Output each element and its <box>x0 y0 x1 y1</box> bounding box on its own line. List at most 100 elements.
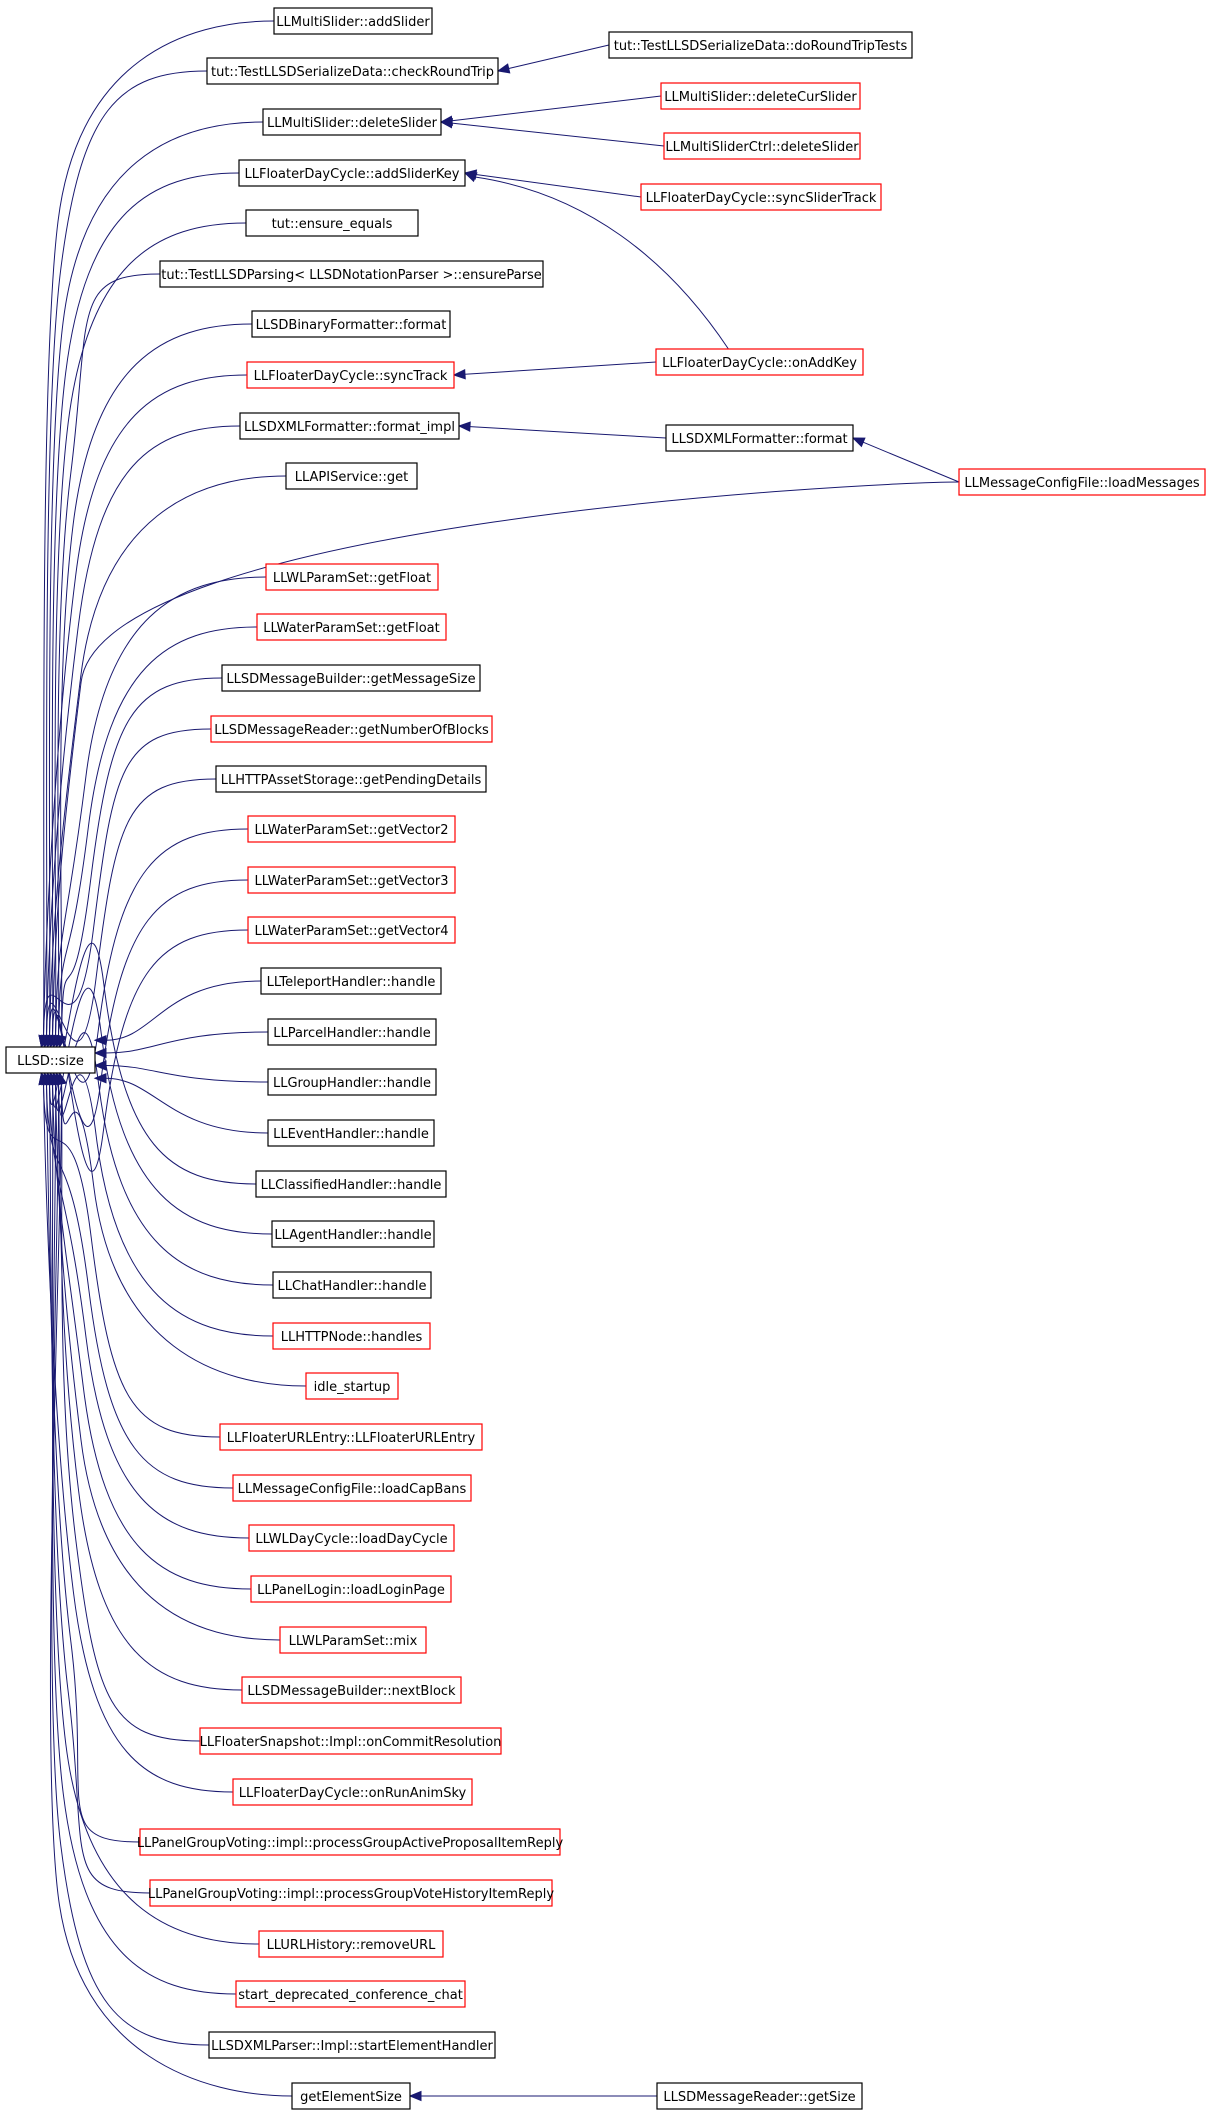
indirect-caller-node[interactable]: tut::TestLLSDSerializeData::doRoundTripT… <box>608 31 913 59</box>
caller-node-box <box>139 1828 561 1856</box>
caller-node[interactable]: LLAPIService::get <box>285 462 418 490</box>
caller-node[interactable]: LLTeleportHandler::handle <box>260 967 442 995</box>
indirect-caller-node-box <box>655 348 864 376</box>
caller-node[interactable]: LLPanelGroupVoting::impl::processGroupAc… <box>137 1828 564 1856</box>
caller-node[interactable]: LLPanelGroupVoting::impl::processGroupVo… <box>148 1879 554 1907</box>
caller-node[interactable]: LLMultiSlider::addSlider <box>273 7 433 35</box>
caller-node[interactable]: LLSDMessageBuilder::nextBlock <box>241 1676 462 1704</box>
caller-node-box <box>271 1220 435 1248</box>
caller-node[interactable]: LLFloaterSnapshot::Impl::onCommitResolut… <box>199 1727 502 1755</box>
caller-node-box <box>256 613 447 641</box>
caller-node-label: LLPanelGroupVoting::impl::processGroupAc… <box>137 1836 564 1851</box>
caller-node[interactable]: LLFloaterDayCycle::syncTrack <box>246 361 455 389</box>
caller-node[interactable]: LLMessageConfigFile::loadMessages <box>958 468 1206 496</box>
caller-node-box <box>267 1068 437 1096</box>
edge-doRoundTripTests-to-checkRoundTrip <box>508 44 610 69</box>
edge-activeProposal-to-root <box>46 1083 141 1843</box>
caller-node[interactable]: LLMultiSlider::deleteSlider <box>262 108 442 136</box>
caller-node[interactable]: LLURLHistory::removeURL <box>258 1930 444 1958</box>
arrowhead-doRoundTripTests-to-checkRoundTrip <box>496 63 511 74</box>
root-node-llsd-size[interactable]: LLSD::size <box>5 1046 96 1074</box>
caller-node[interactable]: getElementSize <box>291 2082 411 2110</box>
caller-node[interactable]: LLAgentHandler::handle <box>271 1220 435 1248</box>
edge-startConference-to-root <box>51 1083 237 1995</box>
caller-node-label: getElementSize <box>300 2090 402 2105</box>
caller-node-label: LLSDMessageReader::getNumberOfBlocks <box>214 723 489 738</box>
caller-node-label: LLGroupHandler::handle <box>273 1076 431 1091</box>
edge-groupHandle-to-root <box>105 1065 269 1083</box>
caller-node-label: LLWLDayCycle::loadDayCycle <box>255 1532 447 1547</box>
edge-wlMix-to-root <box>55 1083 281 1641</box>
indirect-caller-node-label: LLMultiSliderCtrl::deleteSlider <box>665 140 859 155</box>
caller-node[interactable]: LLParcelHandler::handle <box>267 1018 437 1046</box>
caller-node-box <box>210 715 493 743</box>
caller-node[interactable]: LLWaterParamSet::getVector3 <box>247 866 456 894</box>
indirect-caller-node-label: LLFloaterDayCycle::syncSliderTrack <box>646 191 877 206</box>
indirect-caller-node[interactable]: LLMultiSlider::deleteCurSlider <box>660 82 861 110</box>
indirect-caller-node[interactable]: LLSDXMLFormatter::format <box>665 424 854 452</box>
caller-node-box <box>232 1474 472 1502</box>
edge-ensureParse-to-root <box>57 273 161 1037</box>
edge-loadDayCycle-to-root <box>49 1083 250 1539</box>
caller-node-box <box>262 108 442 136</box>
edge-getVector3-to-root <box>52 879 249 1127</box>
caller-node[interactable]: LLClassifiedHandler::handle <box>255 1170 447 1198</box>
caller-node-label: LLWaterParamSet::getVector4 <box>254 924 448 939</box>
caller-node[interactable]: tut::TestLLSDParsing< LLSDNotationParser… <box>159 260 544 288</box>
caller-node-box <box>272 1271 432 1299</box>
indirect-caller-node[interactable]: LLMultiSliderCtrl::deleteSlider <box>663 132 861 160</box>
caller-node[interactable]: start_deprecated_conference_chat <box>235 1980 466 2008</box>
indirect-caller-node[interactable]: LLFloaterDayCycle::onAddKey <box>655 348 864 376</box>
caller-node-box <box>265 563 439 591</box>
caller-node[interactable]: LLWaterParamSet::getFloat <box>256 613 447 641</box>
edge-voteHistory-to-root <box>49 1083 151 1894</box>
caller-node[interactable]: LLSDXMLFormatter::format_impl <box>239 412 460 440</box>
arrowhead-teleportHandle-to-root <box>93 1035 107 1046</box>
caller-node[interactable]: LLSDMessageReader::getNumberOfBlocks <box>210 715 493 743</box>
arrowhead-getVector4-to-root <box>50 1034 61 1049</box>
arrowhead-xmlFormat-to-formatImpl <box>457 421 471 432</box>
edge-classifiedHandle-to-root <box>49 942 257 1185</box>
caller-node[interactable]: LLWaterParamSet::getVector2 <box>247 815 456 843</box>
caller-node[interactable]: LLWLParamSet::mix <box>279 1626 427 1654</box>
caller-node[interactable]: LLSDXMLParser::Impl::startElementHandler <box>208 2031 496 2059</box>
edge-getVector2-to-root <box>49 828 249 1083</box>
caller-node-label: LLURLHistory::removeURL <box>267 1938 437 1953</box>
caller-node[interactable]: LLFloaterURLEntry::LLFloaterURLEntry <box>219 1423 483 1451</box>
caller-node[interactable]: LLFloaterDayCycle::addSliderKey <box>238 159 466 187</box>
caller-node[interactable]: idle_startup <box>305 1372 399 1400</box>
caller-node[interactable]: LLEventHandler::handle <box>267 1119 435 1147</box>
caller-node[interactable]: LLHTTPNode::handles <box>272 1322 431 1350</box>
caller-node[interactable]: LLWLParamSet::getFloat <box>265 563 439 591</box>
edge-binaryFormat-to-root <box>60 323 253 1037</box>
edge-httpHandles-to-root <box>58 1074 274 1337</box>
indirect-caller-node[interactable]: LLFloaterDayCycle::syncSliderTrack <box>640 183 882 211</box>
indirect-caller-node-label: LLSDMessageReader::getSize <box>663 2090 855 2105</box>
caller-node-box <box>219 1423 483 1451</box>
indirect-caller-node-box <box>656 2082 863 2110</box>
edge-eventHandle-to-root <box>105 1077 269 1134</box>
caller-node[interactable]: LLGroupHandler::handle <box>267 1068 437 1096</box>
caller-node-box <box>267 1119 435 1147</box>
edge-onRunAnimSky-to-root <box>43 1083 234 1793</box>
edge-deleteCurSlider-to-deleteSlider <box>451 95 662 122</box>
caller-node-label: LLSDXMLParser::Impl::startElementHandler <box>211 2039 493 2054</box>
caller-node[interactable]: LLSDBinaryFormatter::format <box>251 310 451 338</box>
caller-node[interactable]: LLSDMessageBuilder::getMessageSize <box>221 664 481 692</box>
caller-node[interactable]: LLMessageConfigFile::loadCapBans <box>232 1474 472 1502</box>
indirect-caller-node-box <box>665 424 854 452</box>
arrowhead-getElementSize-to-root <box>56 1071 67 1086</box>
caller-node[interactable]: tut::TestLLSDSerializeData::checkRoundTr… <box>206 57 499 85</box>
indirect-caller-node-box <box>660 82 861 110</box>
caller-node[interactable]: LLHTTPAssetStorage::getPendingDetails <box>215 765 487 793</box>
edge-getVector4-to-root <box>55 929 249 1172</box>
caller-node[interactable]: LLPanelLogin::loadLoginPage <box>250 1575 452 1603</box>
caller-node[interactable]: LLChatHandler::handle <box>272 1271 432 1299</box>
indirect-caller-node[interactable]: LLSDMessageReader::getSize <box>656 2082 863 2110</box>
caller-node[interactable]: LLWaterParamSet::getVector4 <box>247 916 456 944</box>
caller-node-box <box>241 1676 462 1704</box>
edge-nextBlock-to-root <box>58 1083 243 1691</box>
caller-node[interactable]: tut::ensure_equals <box>245 209 419 237</box>
caller-node[interactable]: LLFloaterDayCycle::onRunAnimSky <box>232 1778 473 1806</box>
caller-node[interactable]: LLWLDayCycle::loadDayCycle <box>248 1524 455 1552</box>
